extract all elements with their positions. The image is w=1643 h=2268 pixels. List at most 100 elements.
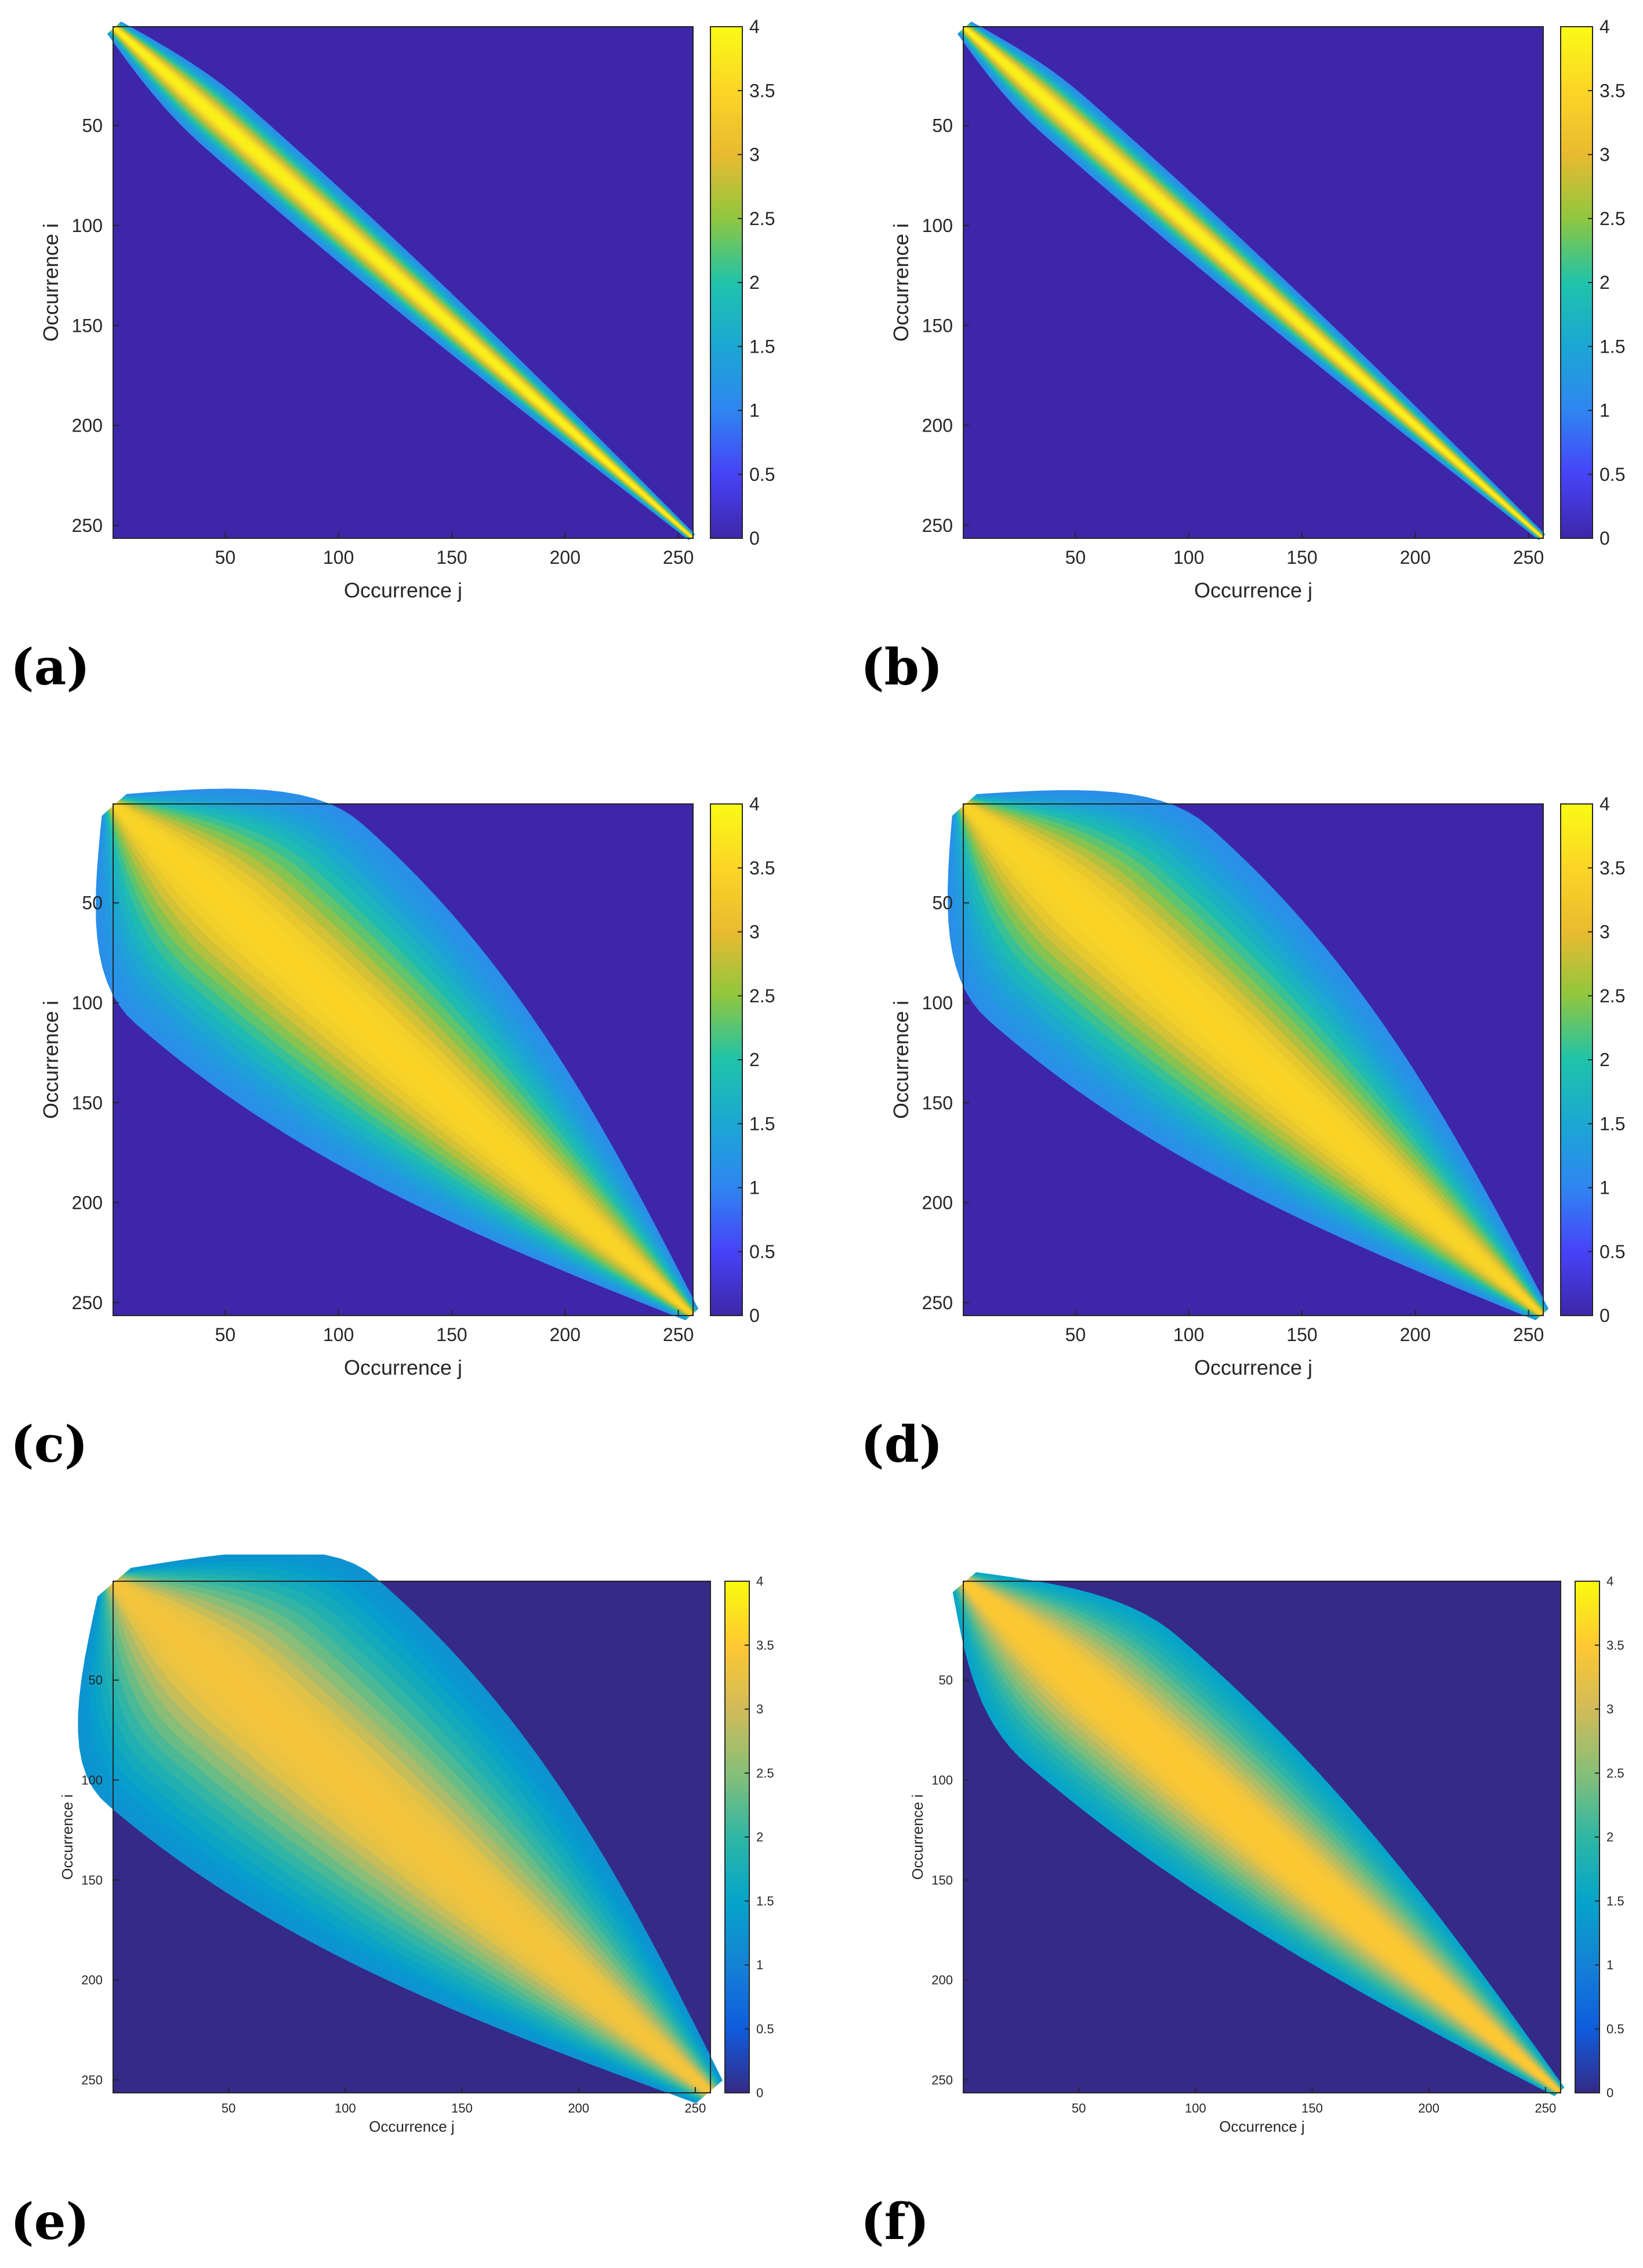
heatmap-chart-f: 50 100 150 200 250 50 100 150 200 250 Occurrence… bbox=[909, 1572, 1624, 2135]
x-tick-label: 200 bbox=[1400, 1324, 1431, 1345]
heatmap-density-band bbox=[952, 1572, 1565, 2096]
colorbar-tick-label: 1 bbox=[1606, 1958, 1613, 1972]
x-tick-label: 100 bbox=[1185, 2101, 1206, 2115]
y-axis: 50 100 150 200 250 bbox=[922, 893, 969, 1313]
x-axis-label: Occurrence j bbox=[369, 2118, 454, 2135]
plot-frame bbox=[963, 26, 1544, 539]
colorbar-tick-label: 1 bbox=[749, 1178, 760, 1198]
density-layer bbox=[114, 27, 692, 538]
colorbar-tick-label: 2.5 bbox=[749, 208, 775, 229]
x-tick-label: 100 bbox=[323, 1324, 354, 1345]
heatmap-chart-d: 50 100 150 200 250 50 100 150 200 250 Occurrence… bbox=[889, 790, 1625, 1379]
x-tick-label: 200 bbox=[1400, 547, 1431, 568]
colorbar-tick-label: 3 bbox=[1600, 922, 1610, 943]
colorbar-tick-label: 2.5 bbox=[1600, 986, 1625, 1006]
colorbar-tick-label: 1 bbox=[1600, 1178, 1610, 1198]
y-tick-label: 100 bbox=[922, 992, 953, 1013]
x-tick-label: 100 bbox=[335, 2101, 356, 2115]
colorbar-tick-label: 2.5 bbox=[756, 1766, 774, 1780]
panel-label: (b) bbox=[861, 638, 943, 697]
x-axis: 50 100 150 200 250 bbox=[215, 532, 694, 568]
x-tick-label: 50 bbox=[215, 547, 236, 568]
y-tick-label: 50 bbox=[82, 893, 103, 914]
colorbar-tick-label: 0.5 bbox=[756, 2021, 774, 2036]
y-tick-label: 200 bbox=[72, 1193, 103, 1213]
y-tick-label: 200 bbox=[922, 1193, 953, 1213]
colorbar-tick-label: 3.5 bbox=[1600, 80, 1625, 101]
y-tick-label: 50 bbox=[82, 115, 103, 136]
colorbar-tick-label: 0 bbox=[756, 2086, 763, 2100]
x-tick-label: 150 bbox=[1286, 547, 1317, 568]
colorbar-tick-label: 1.5 bbox=[1600, 336, 1625, 357]
panel-label: (c) bbox=[10, 1415, 88, 1474]
y-tick-label: 50 bbox=[932, 115, 953, 136]
x-tick-label: 250 bbox=[1513, 547, 1544, 568]
plot-frame bbox=[113, 1581, 711, 2093]
x-tick-label: 50 bbox=[1072, 2101, 1086, 2115]
x-axis-label: Occurrence j bbox=[1219, 2118, 1304, 2135]
colorbar bbox=[710, 26, 743, 539]
y-tick-label: 200 bbox=[81, 1973, 103, 1987]
heatmap-chart-c: 50 100 150 200 250 50 100 150 200 250 Occurrence… bbox=[39, 788, 775, 1379]
colorbar-tick-label: 0.5 bbox=[749, 1241, 775, 1262]
colorbar-tick-label: 3 bbox=[756, 1702, 763, 1716]
y-axis: 50 100 150 200 250 bbox=[72, 893, 119, 1313]
colorbar-tick-label: 3 bbox=[1600, 144, 1610, 165]
x-tick-label: 150 bbox=[436, 1324, 467, 1345]
y-axis-label: Occurrence i bbox=[909, 1794, 926, 1879]
colorbar-tick-label: 2 bbox=[1600, 272, 1610, 293]
x-tick-label: 200 bbox=[550, 547, 581, 568]
y-tick-label: 100 bbox=[922, 215, 953, 236]
x-tick-label: 250 bbox=[1513, 1324, 1544, 1345]
x-axis-label: Occurrence j bbox=[344, 578, 462, 602]
y-tick-label: 150 bbox=[931, 1873, 953, 1887]
x-tick-label: 250 bbox=[684, 2101, 706, 2115]
colorbar-tick-label: 2 bbox=[749, 272, 760, 293]
colorbar-tick-label: 2 bbox=[749, 1049, 760, 1070]
y-tick-label: 150 bbox=[72, 315, 103, 336]
x-axis: 50 100 150 200 250 bbox=[215, 1310, 694, 1345]
colorbar-ticks: 0 0.5 1 1.5 2 2.5 3 3.5 4 bbox=[745, 1574, 774, 2100]
heatmap-chart-a: 50 100 150 200 250 50 100 150 200 250 Occurrence… bbox=[39, 16, 775, 602]
colorbar-tick-label: 2 bbox=[756, 1830, 763, 1845]
plot-frame bbox=[963, 1581, 1561, 2093]
colorbar-tick-label: 1 bbox=[749, 400, 760, 421]
y-axis: 50 100 150 200 250 bbox=[81, 1673, 119, 2087]
colorbar-tick-label: 0 bbox=[1600, 1305, 1610, 1326]
y-axis-label: Occurrence i bbox=[39, 223, 63, 342]
panel-label: (a) bbox=[10, 638, 90, 697]
colorbar-ticks: 0 0.5 1 1.5 2 2.5 3 3.5 4 bbox=[1595, 1574, 1624, 2100]
colorbar bbox=[1560, 803, 1593, 1316]
y-tick-label: 150 bbox=[81, 1873, 103, 1887]
colorbar-tick-label: 1 bbox=[756, 1958, 763, 1972]
y-tick-label: 50 bbox=[89, 1673, 103, 1687]
y-tick-label: 50 bbox=[932, 893, 953, 914]
colorbar-tick-label: 2 bbox=[1606, 1830, 1613, 1845]
y-tick-label: 200 bbox=[931, 1973, 953, 1987]
x-tick-label: 50 bbox=[215, 1324, 236, 1345]
x-tick-label: 200 bbox=[568, 2101, 589, 2115]
panel-label: (d) bbox=[861, 1415, 943, 1474]
x-axis: 50 100 150 200 250 bbox=[1072, 2087, 1556, 2115]
x-tick-label: 250 bbox=[1535, 2101, 1556, 2115]
colorbar-tick-label: 1.5 bbox=[1606, 1894, 1624, 1908]
y-tick-label: 250 bbox=[72, 1292, 103, 1313]
x-tick-label: 50 bbox=[1065, 1324, 1086, 1345]
colorbar-tick-label: 4 bbox=[749, 16, 760, 37]
panel-b: 50 100 150 200 250 50 100 150 200 250 Occurrence… bbox=[850, 0, 1643, 697]
colorbar-tick-label: 1.5 bbox=[756, 1894, 774, 1908]
x-tick-label: 250 bbox=[663, 547, 694, 568]
y-axis-label: Occurrence i bbox=[889, 223, 913, 342]
heatmap-chart-b: 50 100 150 200 250 50 100 150 200 250 Occurrence… bbox=[889, 16, 1625, 602]
y-tick-label: 150 bbox=[922, 1092, 953, 1113]
x-tick-label: 150 bbox=[1286, 1324, 1317, 1345]
density-layer bbox=[113, 804, 692, 1315]
x-tick-label: 50 bbox=[222, 2101, 235, 2115]
colorbar-tick-label: 0.5 bbox=[749, 464, 775, 485]
x-tick-label: 200 bbox=[550, 1324, 581, 1345]
colorbar-tick-label: 3.5 bbox=[1606, 1638, 1624, 1653]
colorbar-tick-label: 0 bbox=[749, 528, 760, 549]
y-tick-label: 100 bbox=[81, 1773, 103, 1788]
colorbar-tick-label: 0.5 bbox=[1600, 464, 1625, 485]
y-tick-label: 150 bbox=[72, 1092, 103, 1113]
